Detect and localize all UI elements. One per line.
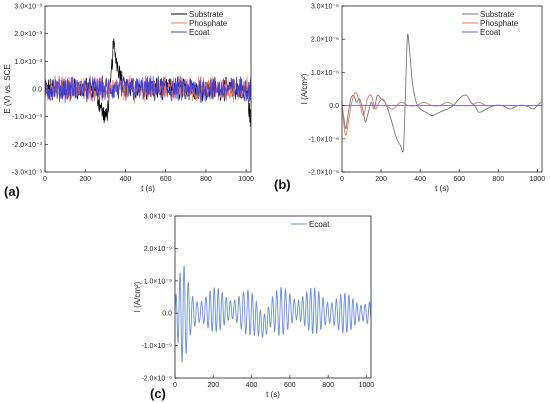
legend-entry-ecoat: Ecoat	[480, 28, 501, 37]
x-tick-label: 600	[160, 176, 172, 183]
panel-label: (b)	[274, 177, 291, 192]
x-tick-label: 800	[200, 176, 212, 183]
y-tick-label: -2.0×10⁻⁶	[308, 170, 339, 177]
x-tick-label: 0	[43, 176, 47, 183]
legend-entry-phosphate: Phosphate	[480, 19, 519, 28]
y-tick-label: 2.0×10⁻⁹	[144, 246, 172, 253]
x-tick-label: 200	[375, 176, 387, 183]
series-line-ecoat	[45, 75, 251, 104]
y-tick-label: -2.0×10⁻⁹	[141, 376, 172, 383]
y-axis-label: E (V) vs. SCE	[3, 64, 12, 113]
panel-label: (c)	[150, 386, 166, 401]
y-tick-label: 0.0	[162, 311, 172, 318]
y-tick-label: -1.0×10⁻⁹	[141, 343, 172, 350]
series-group	[45, 38, 251, 127]
series-group	[342, 33, 542, 153]
y-tick-label: 3.0×10⁻⁶	[311, 4, 339, 11]
y-tick-label: 2.0×10⁻³	[14, 31, 42, 38]
plot-frame	[341, 5, 543, 173]
x-tick-label: 600	[453, 176, 465, 183]
y-tick-label: 3.0×10⁻³	[14, 4, 42, 11]
y-tick-label: 1.0×10⁻⁶	[311, 70, 339, 77]
y-axis-label: I (A/cm²)	[300, 73, 309, 104]
y-tick-label: 0.0	[32, 87, 42, 94]
legend-entry-substrate: Substrate	[189, 10, 224, 19]
x-tick-label: 1000	[238, 176, 254, 183]
y-axis-label: I (A/cm²)	[133, 281, 142, 312]
y-tick-label: -3.0×10⁻³	[12, 170, 43, 177]
chart-b: 0 200 400 600 800 1000 3.0×10⁻⁶ 2.0×10⁻⁶ 1.0×10⁻…	[274, 4, 545, 194]
x-tick-label: 200	[207, 382, 219, 389]
x-tick-label: 0	[340, 176, 344, 183]
y-tick-label: -1.0×10⁻³	[12, 114, 43, 121]
series-line-ecoat	[175, 265, 371, 363]
legend-entry-ecoat: Ecoat	[189, 28, 210, 37]
series-line-substrate	[342, 33, 542, 153]
legend-entry-phosphate: Phosphate	[189, 19, 228, 28]
x-tick-label: 1000	[530, 176, 546, 183]
legend-entry-substrate: Substrate	[480, 10, 515, 19]
y-tick-label: 1.0×10⁻⁹	[144, 278, 172, 285]
y-tick-label: 2.0×10⁻⁶	[311, 37, 339, 44]
x-tick-label: 400	[414, 176, 426, 183]
series-group	[175, 265, 371, 363]
x-axis-label: t (s)	[141, 184, 155, 193]
x-tick-label: 200	[79, 176, 91, 183]
y-tick-label: -1.0×10⁻⁶	[308, 136, 339, 143]
x-tick-label: 400	[120, 176, 132, 183]
x-axis-label: t (s)	[266, 390, 280, 399]
x-tick-label: 800	[492, 176, 504, 183]
y-tick-label: -2.0×10⁻³	[12, 142, 43, 149]
x-axis-label: t (s)	[435, 184, 449, 193]
x-tick-label: 1000	[359, 382, 375, 389]
y-tick-label: 1.0×10⁻³	[14, 59, 42, 66]
chart-a: 0 200 400 600 800 1000 3.0×10⁻³ 2.0×10⁻³ 1.0×10⁻…	[3, 4, 254, 200]
x-tick-label: 0	[173, 382, 177, 389]
y-tick-label: 3.0×10⁻⁹	[144, 214, 172, 221]
x-tick-label: 800	[322, 382, 334, 389]
x-tick-label: 600	[284, 382, 296, 389]
chart-c: 0 200 400 600 800 1000 3.0×10⁻⁹ 2.0×10⁻⁹ 1.0×10⁻…	[133, 214, 374, 402]
series-line-phosphate	[342, 91, 542, 136]
y-tick-label: 0.0	[329, 103, 339, 110]
legend-entry-ecoat: Ecoat	[309, 220, 330, 229]
panel-label: (a)	[4, 184, 20, 199]
x-tick-label: 400	[246, 382, 258, 389]
plot-frame	[174, 215, 372, 379]
